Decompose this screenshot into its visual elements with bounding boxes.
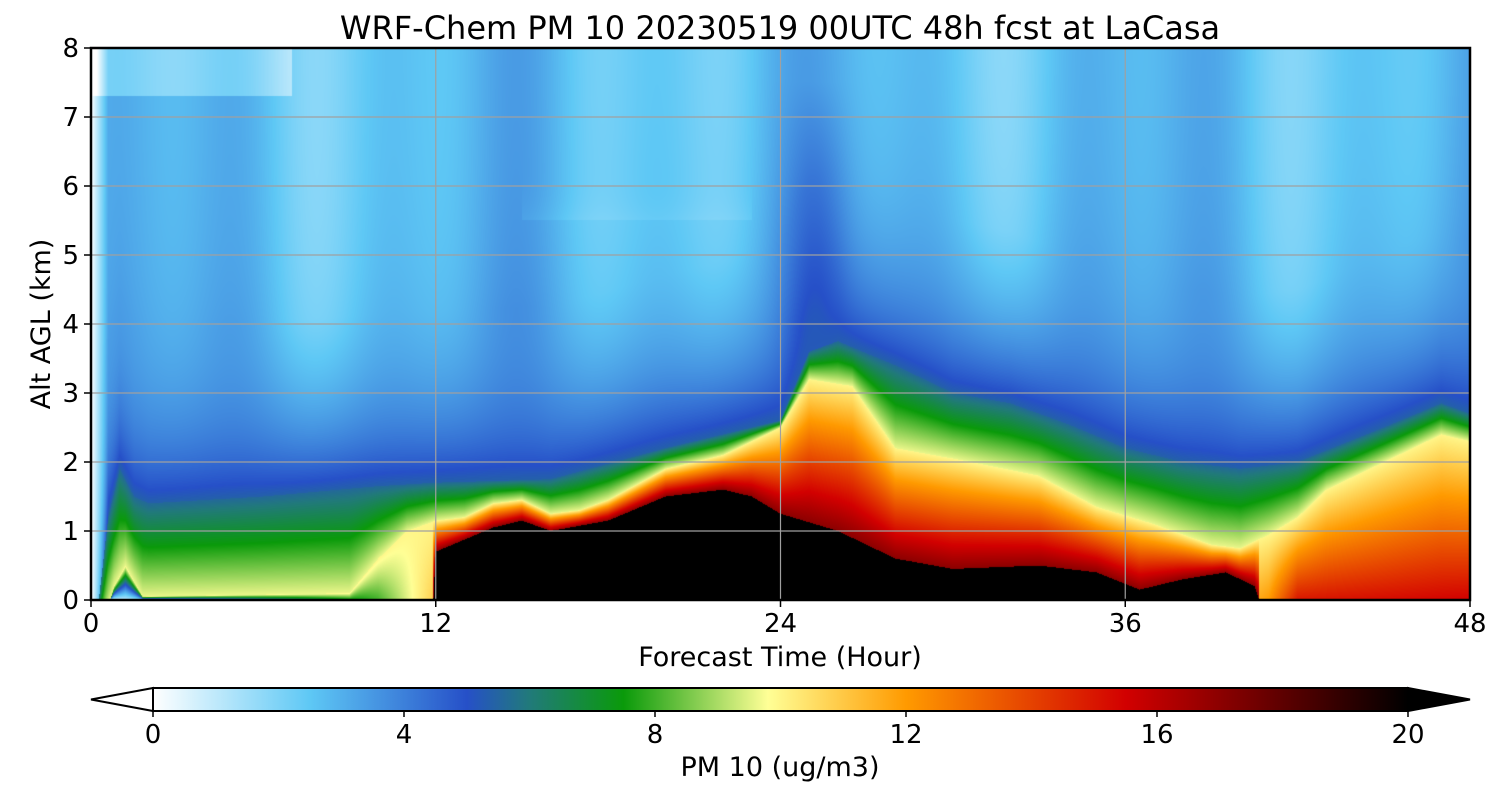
y-axis-label: Alt AGL (km) (26, 239, 57, 410)
y-tick-label: 7 (62, 103, 79, 133)
colorbar-tick-label: 20 (1391, 720, 1424, 750)
x-axis-label: Forecast Time (Hour) (638, 642, 922, 673)
x-tick-label: 24 (764, 609, 797, 639)
colorbar-ticks: 0 4 8 12 16 20 (145, 711, 1425, 750)
colorbar-tick-label: 16 (1140, 720, 1173, 750)
grid-lines (91, 48, 1470, 600)
colorbar-tick-label: 4 (396, 720, 413, 750)
colorbar-tick-label: 8 (647, 720, 664, 750)
y-tick-label: 6 (62, 172, 79, 202)
y-tick-label: 5 (62, 241, 79, 271)
y-axis: 0 1 2 3 4 5 6 7 8 (62, 34, 91, 616)
x-tick-label: 12 (419, 609, 452, 639)
y-tick-label: 2 (62, 448, 79, 478)
colorbar-extend-high (1407, 686, 1471, 713)
y-tick-label: 8 (62, 34, 79, 64)
x-axis: 0 12 24 36 48 (83, 600, 1487, 639)
colorbar: 0 4 8 12 16 20 PM 10 (ug/m3) (90, 686, 1471, 783)
colorbar-extend-low (90, 686, 154, 713)
y-tick-label: 4 (62, 310, 79, 340)
y-tick-label: 1 (62, 517, 79, 547)
y-tick-label: 3 (62, 379, 79, 409)
x-tick-label: 48 (1453, 609, 1486, 639)
colorbar-tick-label: 0 (145, 720, 162, 750)
x-tick-label: 36 (1109, 609, 1142, 639)
colorbar-tick-label: 12 (889, 720, 922, 750)
chart-title: WRF-Chem PM 10 20230519 00UTC 48h fcst a… (340, 9, 1220, 47)
colorbar-label: PM 10 (ug/m3) (681, 752, 880, 783)
x-tick-label: 0 (83, 609, 100, 639)
colorbar-gradient (152, 687, 1409, 712)
y-tick-label: 0 (62, 586, 79, 616)
